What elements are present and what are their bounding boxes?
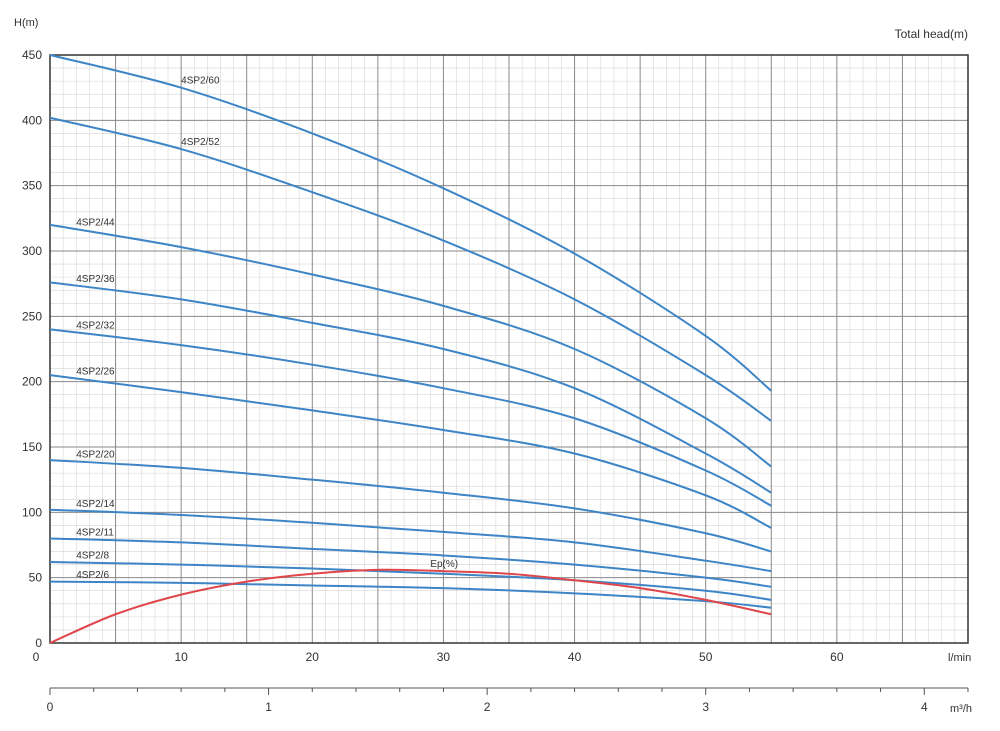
x-tick-label-lmin: 40 [568,650,582,664]
y-tick-label: 100 [22,505,42,519]
x-tick-label-m3h: 3 [702,700,709,714]
x-tick-label-m3h: 4 [921,700,928,714]
y-axis-label-right: Total head(m) [895,27,968,41]
y-tick-label: 250 [22,309,42,323]
y-axis-ticks: 0 50 100 150 200 250 300 350 400 450 [22,48,42,650]
y-tick-label: 350 [22,179,42,193]
series-line [49,537,772,588]
x-tick-label-lmin: 20 [306,650,320,664]
x-axis-ticks-lmin: 0 10 20 30 40 50 60 [33,650,844,664]
series-label: 4SP2/20 [76,450,115,461]
series-label: 4SP2/14 [76,499,115,510]
y-tick-label: 400 [22,113,42,127]
series-label: 4SP2/8 [76,551,109,562]
x-tick-label-m3h: 0 [47,700,54,714]
series-line [49,116,772,422]
x-tick-label-lmin: 10 [174,650,188,664]
series-label: 4SP2/36 [76,274,115,285]
series-label: 4SP2/32 [76,321,115,332]
x-tick-label-lmin: 60 [830,650,844,664]
y-tick-label: 0 [35,636,42,650]
series-label: 4SP2/52 [181,137,220,148]
x-axis-m3h: 0 1 2 3 4 [47,687,969,714]
series-line [49,54,772,392]
series-label: 4SP2/11 [76,527,114,538]
x-tick-label-m3h: 2 [484,700,491,714]
x-axis-unit-m3h: m³/h [950,703,972,715]
series-line [49,508,772,573]
series-lines [49,54,772,644]
series-label: 4SP2/6 [76,570,109,581]
series-line [49,281,772,494]
series-line [49,459,772,553]
x-tick-label-lmin: 0 [33,650,40,664]
series-labels: 4SP2/60 4SP2/52 4SP2/44 4SP2/36 4SP2/32 4SP2/… [76,76,458,581]
y-tick-label: 450 [22,48,42,62]
series-line [49,374,772,529]
series-label: 4SP2/60 [181,76,220,87]
x-axis-unit-lmin: l/min [948,652,971,664]
efficiency-line [49,568,772,644]
series-label: 4SP2/44 [76,217,115,228]
x-tick-label-lmin: 50 [699,650,713,664]
series-label: 4SP2/26 [76,367,115,378]
y-tick-label: 300 [22,244,42,258]
series-line [49,580,772,609]
y-tick-label: 200 [22,375,42,389]
x-tick-label-lmin: 30 [437,650,451,664]
x-tick-label-m3h: 1 [265,700,272,714]
series-line [49,223,772,468]
y-tick-label: 150 [22,440,42,454]
series-line [49,328,772,507]
y-axis-label: H(m) [14,17,38,29]
efficiency-label: Ep(%) [430,559,458,570]
plot-frame [49,54,969,644]
series-line [49,560,772,601]
y-tick-label: 50 [29,571,43,585]
